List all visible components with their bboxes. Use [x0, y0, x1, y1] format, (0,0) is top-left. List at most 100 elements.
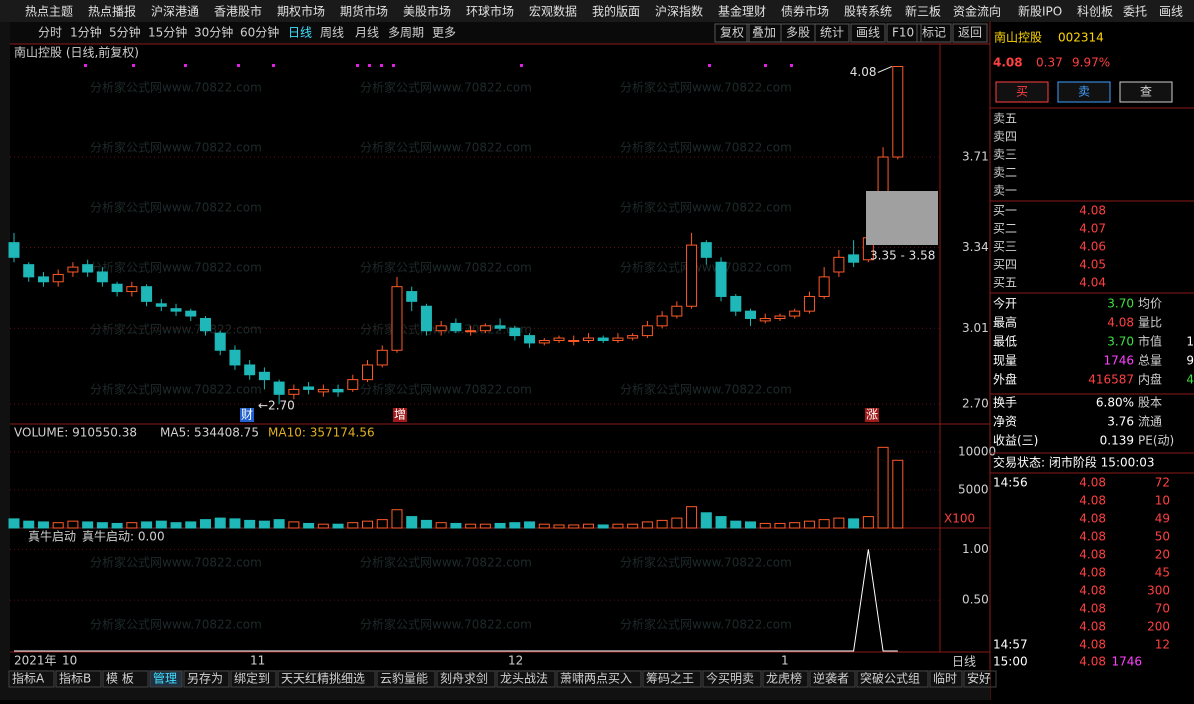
stat-label: 量比	[1138, 316, 1162, 330]
tab[interactable]: 指标A	[12, 671, 45, 686]
candle-body	[597, 337, 609, 341]
tab[interactable]: 龙虎榜	[766, 671, 802, 686]
stat-value: 3.70	[1107, 335, 1134, 349]
tab-frame	[102, 670, 149, 688]
candle-body	[347, 379, 359, 390]
menu-item[interactable]: 热点主题	[25, 5, 73, 19]
tab[interactable]: 管理	[153, 671, 177, 686]
tool-button[interactable]: 复权	[720, 26, 744, 40]
tab[interactable]: 另存为	[187, 672, 223, 686]
menu-item[interactable]: 期权市场	[277, 4, 325, 19]
menu-item[interactable]: 资金流向	[953, 4, 1001, 19]
stat-label: 内盘	[1138, 372, 1162, 387]
stat-label: 最低	[993, 335, 1017, 349]
tab[interactable]: 突破公式组	[860, 671, 920, 686]
menu-item[interactable]: 期货市场	[340, 4, 388, 19]
tool-button[interactable]: 标记	[922, 26, 946, 40]
trade-button-frame	[1057, 81, 1111, 103]
menu-item[interactable]: 科创板	[1077, 5, 1113, 19]
volume-bar	[833, 517, 845, 529]
trade-button[interactable]: 买	[1016, 85, 1028, 99]
event-marker[interactable]: 涨	[866, 407, 878, 422]
tab[interactable]: 绑定到	[234, 671, 270, 686]
tab[interactable]: 指标B	[59, 671, 91, 686]
stat-label: 股本	[1138, 396, 1162, 410]
buy-level: 买三	[993, 240, 1017, 254]
period-tab[interactable]: 月线	[355, 26, 379, 40]
low-label: ←2.70	[258, 399, 295, 413]
tab[interactable]: 今买明卖	[706, 671, 754, 686]
menu-item[interactable]: 债券市场	[781, 4, 829, 19]
menu-item[interactable]: 热点播报	[88, 4, 136, 19]
volume-bar	[67, 520, 79, 529]
tool-button[interactable]: 统计	[820, 26, 844, 40]
stock-code: 002314	[1058, 31, 1104, 45]
event-marker[interactable]: 增	[394, 408, 406, 422]
menu-item[interactable]: 香港股市	[214, 4, 262, 19]
period-tab[interactable]: 更多	[432, 26, 456, 40]
period-tab[interactable]: 分时	[38, 26, 62, 40]
watermark: 分析家公式网www.70822.com	[620, 382, 792, 397]
volume-bar	[170, 522, 182, 529]
period-tab[interactable]: 日线	[288, 26, 312, 40]
period-tab[interactable]: 5分钟	[109, 25, 141, 40]
range-box	[866, 191, 938, 245]
candle-body	[288, 388, 300, 395]
menu-item[interactable]: 沪深指数	[655, 4, 703, 19]
signal-dot	[708, 64, 711, 67]
tab[interactable]: 模 板	[106, 672, 134, 686]
menu-item[interactable]: 宏观数据	[529, 4, 577, 19]
trade-button[interactable]: 卖	[1078, 85, 1090, 99]
volume-bar	[877, 446, 889, 529]
menu-item[interactable]: 沪深港通	[151, 5, 199, 19]
volume-bar	[686, 506, 698, 529]
menu-item[interactable]: 股转系统	[844, 4, 892, 19]
event-marker[interactable]: 财	[241, 408, 253, 422]
indicator-title: 真牛启动	[28, 529, 76, 544]
tab[interactable]: 刻舟求剑	[440, 671, 488, 686]
tab[interactable]: 龙头战法	[500, 672, 548, 686]
trade-button[interactable]: 查	[1140, 85, 1152, 99]
period-tab[interactable]: 15分钟	[148, 25, 187, 40]
tab[interactable]: 安好	[967, 671, 991, 686]
stat-label: 净资	[993, 415, 1017, 429]
tab[interactable]: 临时	[933, 672, 957, 686]
period-tab[interactable]: 1分钟	[70, 25, 102, 40]
period-tab[interactable]: 60分钟	[240, 25, 279, 40]
period-tab[interactable]: 周线	[320, 26, 344, 40]
watermark: 分析家公式网www.70822.com	[360, 80, 532, 95]
y-tick-label: 3.01	[962, 321, 989, 335]
tool-button[interactable]: 多股	[786, 26, 810, 40]
tool-button[interactable]: F10	[892, 26, 914, 40]
menu-item[interactable]: 委托	[1123, 5, 1147, 19]
period-button[interactable]: 日线	[952, 655, 976, 669]
candle-body	[848, 254, 860, 263]
tab[interactable]: 云豹量能	[380, 671, 428, 686]
menu-item[interactable]: 新三板	[905, 4, 941, 19]
menu-item[interactable]: 我的版面	[592, 4, 640, 19]
candle-body	[37, 276, 49, 283]
menu-item[interactable]: 美股市场	[403, 4, 451, 19]
tool-button[interactable]: 画线	[856, 26, 880, 40]
stat-label: 今开	[993, 296, 1017, 311]
candle-body	[332, 388, 344, 393]
period-tab[interactable]: 多周期	[388, 26, 424, 40]
trade-volume: 200	[1147, 620, 1170, 634]
tool-button[interactable]: 返回	[958, 26, 982, 40]
trade-volume: 12	[1155, 638, 1170, 652]
menu-item[interactable]: 新股IPO	[1018, 4, 1062, 19]
tab[interactable]: 逆袭者	[813, 671, 849, 686]
tab[interactable]: 筹码之王	[646, 672, 694, 686]
buy-price: 4.07	[1079, 222, 1106, 236]
candle-body	[627, 335, 639, 339]
period-tab[interactable]: 30分钟	[194, 25, 233, 40]
tool-button[interactable]: 叠加	[752, 26, 776, 40]
menu-item[interactable]: 基金理财	[718, 4, 766, 19]
tab[interactable]: 天天红精挑细选	[281, 671, 365, 686]
menu-item[interactable]: 画线	[1159, 5, 1183, 19]
signal-dot	[520, 64, 523, 67]
menu-item[interactable]: 环球市场	[466, 4, 514, 19]
tab[interactable]: 萧啸两点买入	[560, 672, 632, 686]
candle-body	[303, 386, 315, 390]
candle-body	[258, 371, 270, 381]
